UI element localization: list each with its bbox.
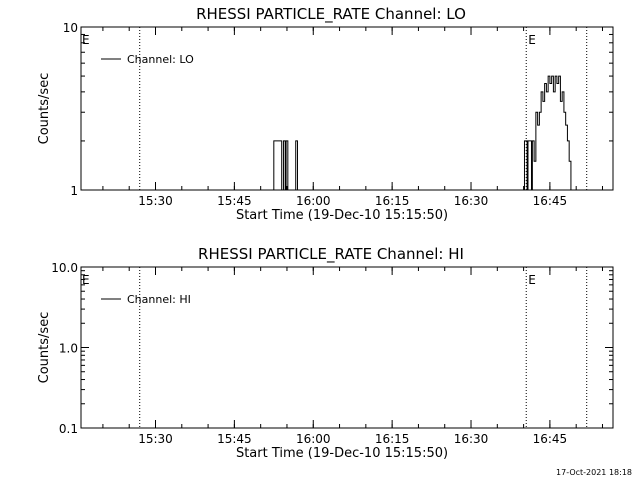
x-tick-label: 16:30 xyxy=(454,432,489,446)
x-tick-label: 16:15 xyxy=(375,432,410,446)
y-axis-label: Counts/sec xyxy=(37,312,52,384)
x-tick-label: 15:45 xyxy=(217,194,252,208)
legend-entry: Channel: LO xyxy=(127,53,194,66)
x-tick-label: 16:45 xyxy=(533,194,568,208)
y-tick-label: 10.0 xyxy=(51,261,78,275)
series-line xyxy=(272,75,572,191)
y-tick-label: 1.0 xyxy=(59,342,78,356)
time-marker-label: E xyxy=(528,33,536,47)
x-tick-label: 15:45 xyxy=(217,432,252,446)
footer-timestamp: 17-Oct-2021 18:18 xyxy=(556,468,632,477)
x-tick-label: 15:30 xyxy=(138,432,173,446)
y-tick-label: 1 xyxy=(70,184,78,198)
x-axis-label: Start Time (19-Dec-10 15:15:50) xyxy=(236,208,448,223)
chart-panel-1: RHESSI PARTICLE_RATE Channel: LO 15:30 15:… xyxy=(37,5,614,223)
edge-marker-label: E xyxy=(82,273,90,287)
edge-marker-label: E xyxy=(82,33,90,47)
y-tick-label: 0.1 xyxy=(59,422,78,436)
y-axis-label: Counts/sec xyxy=(37,73,52,145)
chart-title: RHESSI PARTICLE_RATE Channel: LO xyxy=(196,5,466,24)
x-tick-label: 16:45 xyxy=(533,432,568,446)
legend-entry: Channel: HI xyxy=(127,293,191,306)
x-tick-label: 16:15 xyxy=(375,194,410,208)
plot-frame xyxy=(80,266,614,429)
x-axis-label: Start Time (19-Dec-10 15:15:50) xyxy=(236,446,448,461)
chart-title: RHESSI PARTICLE_RATE Channel: HI xyxy=(198,245,464,264)
x-tick-label: 15:30 xyxy=(138,194,173,208)
x-tick-label: 16:30 xyxy=(454,194,489,208)
chart-panel-2: RHESSI PARTICLE_RATE Channel: HI 15:30 15:… xyxy=(37,245,614,461)
x-tick-label: 16:00 xyxy=(296,194,331,208)
y-tick-label: 10 xyxy=(63,21,78,35)
x-tick-label: 16:00 xyxy=(296,432,331,446)
time-marker-label: E xyxy=(528,273,536,287)
plot-frame xyxy=(80,26,614,191)
